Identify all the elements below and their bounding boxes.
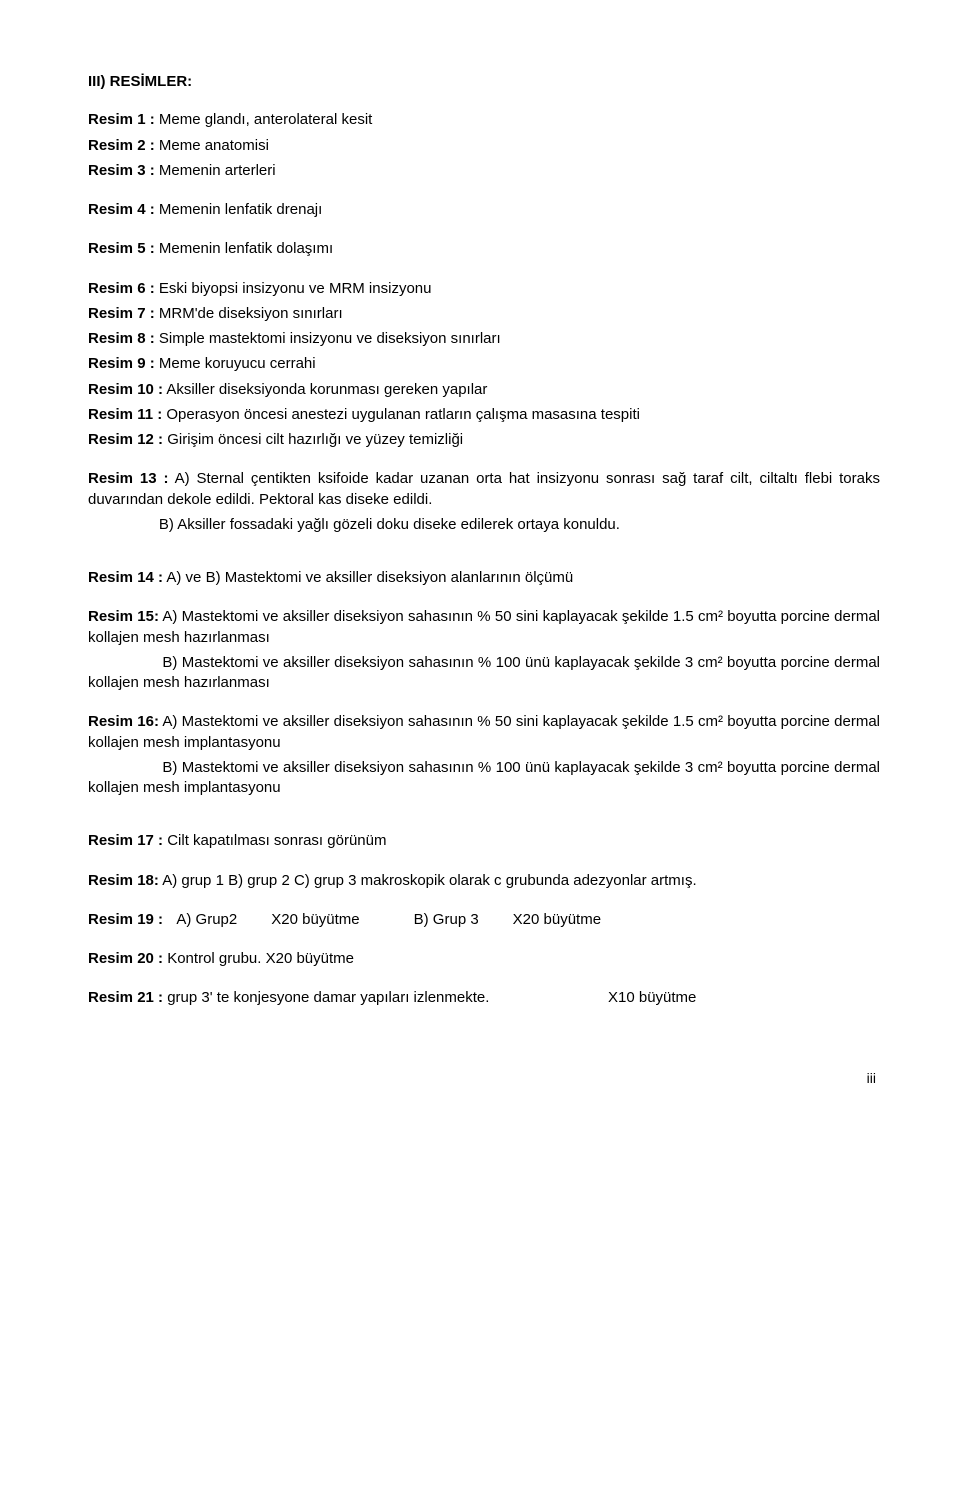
item-label: Resim 16: <box>88 713 159 730</box>
item-text: Meme anatomisi <box>155 137 269 154</box>
item-text: Aksiller diseksiyonda korunması gereken … <box>163 381 487 398</box>
page-number: iii <box>88 1069 880 1088</box>
item-text: A) grup 1 B) grup 2 C) grup 3 makroskopi… <box>159 872 697 889</box>
item-text: A) Grup2 <box>173 911 237 928</box>
item-text: Cilt kapatılması sonrası görünüm <box>163 832 386 849</box>
list-item: Resim 18: A) grup 1 B) grup 2 C) grup 3 … <box>88 871 880 891</box>
list-item: Resim 20 : Kontrol grubu. X20 büyütme <box>88 949 880 969</box>
item-text: B) Grup 3 <box>414 910 479 930</box>
list-item: Resim 15: A) Mastektomi ve aksiller dise… <box>88 607 880 648</box>
item-text: Meme koruyucu cerrahi <box>155 355 316 372</box>
list-item: Resim 16: A) Mastektomi ve aksiller dise… <box>88 712 880 753</box>
list-item: Resim 3 : Memenin arterleri <box>88 161 880 181</box>
list-item: Resim 1 : Meme glandı, anterolateral kes… <box>88 110 880 130</box>
item-label: Resim 8 : <box>88 330 155 347</box>
list-item-sub: B) Mastektomi ve aksiller diseksiyon sah… <box>88 653 880 694</box>
item-label: Resim 1 : <box>88 111 155 128</box>
list-item: Resim 9 : Meme koruyucu cerrahi <box>88 354 880 374</box>
item-text: Meme glandı, anterolateral kesit <box>155 111 373 128</box>
list-item: Resim 19 : A) Grup2 X20 büyütme B) Grup … <box>88 910 880 930</box>
list-item: Resim 4 : Memenin lenfatik drenajı <box>88 200 880 220</box>
item-label: Resim 10 : <box>88 381 163 398</box>
item-label: Resim 6 : <box>88 280 155 297</box>
item-text: Eski biyopsi insizyonu ve MRM insizyonu <box>155 280 432 297</box>
list-item: Resim 6 : Eski biyopsi insizyonu ve MRM … <box>88 279 880 299</box>
item-label: Resim 18: <box>88 872 159 889</box>
figure-list: Resim 1 : Meme glandı, anterolateral kes… <box>88 110 880 450</box>
item-text: Simple mastektomi insizyonu ve diseksiyo… <box>155 330 501 347</box>
item-label: Resim 4 : <box>88 201 155 218</box>
item-text: X20 büyütme <box>271 910 359 930</box>
list-item-sub: B) Aksiller fossadaki yağlı gözeli doku … <box>88 515 880 535</box>
item-text: A) Mastektomi ve aksiller diseksiyon sah… <box>88 713 880 750</box>
list-item-sub: B) Mastektomi ve aksiller diseksiyon sah… <box>88 758 880 799</box>
item-text: Memenin lenfatik drenajı <box>155 201 323 218</box>
section-title: III) RESİMLER: <box>88 72 880 92</box>
item-label: Resim 21 : <box>88 989 163 1006</box>
item-label: Resim 13 : <box>88 470 169 487</box>
item-label: Resim 12 : <box>88 431 163 448</box>
item-label: Resim 19 : <box>88 911 163 928</box>
list-item: Resim 21 : grup 3' te konjesyone damar y… <box>88 988 880 1008</box>
item-text: X10 büyütme <box>608 988 696 1008</box>
item-text: Operasyon öncesi anestezi uygulanan ratl… <box>162 406 640 423</box>
list-item: Resim 8 : Simple mastektomi insizyonu ve… <box>88 329 880 349</box>
item-label: Resim 17 : <box>88 832 163 849</box>
item-text: X20 büyütme <box>513 910 601 930</box>
item-text: MRM'de diseksiyon sınırları <box>155 305 343 322</box>
list-item: Resim 17 : Cilt kapatılması sonrası görü… <box>88 831 880 851</box>
item-text: grup 3' te konjesyone damar yapıları izl… <box>163 989 489 1006</box>
item-text: Girişim öncesi cilt hazırlığı ve yüzey t… <box>163 431 463 448</box>
item-label: Resim 20 : <box>88 950 163 967</box>
item-text: A) Mastektomi ve aksiller diseksiyon sah… <box>88 608 880 645</box>
item-label: Resim 2 : <box>88 137 155 154</box>
item-text: A) Sternal çentikten ksifoide kadar uzan… <box>88 470 880 507</box>
list-item: Resim 13 : A) Sternal çentikten ksifoide… <box>88 469 880 510</box>
item-label: Resim 14 : <box>88 569 163 586</box>
list-item: Resim 12 : Girişim öncesi cilt hazırlığı… <box>88 430 880 450</box>
list-item: Resim 2 : Meme anatomisi <box>88 136 880 156</box>
item-text: Memenin arterleri <box>155 162 276 179</box>
item-label: Resim 15: <box>88 608 159 625</box>
item-text: Kontrol grubu. X20 büyütme <box>163 950 354 967</box>
item-label: Resim 3 : <box>88 162 155 179</box>
item-text: Memenin lenfatik dolaşımı <box>155 240 333 257</box>
item-label: Resim 11 : <box>88 406 162 423</box>
item-label: Resim 7 : <box>88 305 155 322</box>
item-label: Resim 9 : <box>88 355 155 372</box>
list-item: Resim 10 : Aksiller diseksiyonda korunma… <box>88 380 880 400</box>
item-text: A) ve B) Mastektomi ve aksiller diseksiy… <box>163 569 573 586</box>
item-label: Resim 5 : <box>88 240 155 257</box>
list-item: Resim 7 : MRM'de diseksiyon sınırları <box>88 304 880 324</box>
list-item: Resim 5 : Memenin lenfatik dolaşımı <box>88 239 880 259</box>
list-item: Resim 14 : A) ve B) Mastektomi ve aksill… <box>88 568 880 588</box>
list-item: Resim 11 : Operasyon öncesi anestezi uyg… <box>88 405 880 425</box>
